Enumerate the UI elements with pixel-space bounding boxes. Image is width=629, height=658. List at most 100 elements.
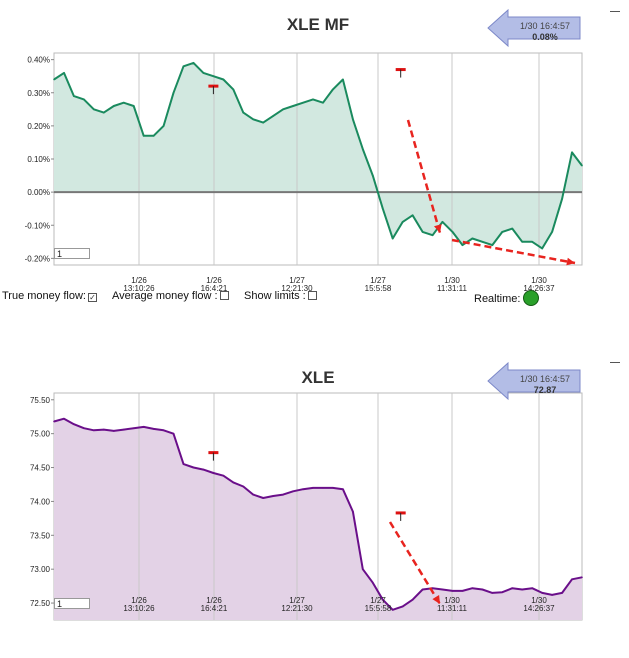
data-point (122, 428, 125, 431)
data-point (312, 487, 314, 489)
data-point (501, 231, 504, 233)
data-point (391, 609, 394, 611)
data-point (352, 118, 354, 121)
y-tick-label: 0.30% (27, 89, 50, 98)
data-point (362, 568, 364, 570)
series-area (54, 62, 582, 249)
data-point (192, 466, 195, 469)
minimize-dash-bottom[interactable] (610, 362, 620, 363)
chart-money-flow (51, 8, 583, 266)
y-tick-label: 75.50 (30, 396, 51, 405)
current-value-pointer (487, 8, 581, 48)
x-tick-time: 13:10:26 (123, 284, 155, 293)
data-point (172, 432, 175, 435)
y-tick-label: 0.00% (27, 188, 50, 197)
trend-annotation-arrow (406, 119, 442, 234)
data-point (282, 493, 284, 496)
x-tick-date: 1/26 (131, 596, 147, 605)
data-point (551, 231, 553, 233)
data-point (292, 490, 294, 493)
data-point (212, 472, 215, 474)
y-tick-label: -0.10% (25, 221, 50, 230)
realtime-status-indicator[interactable] (523, 290, 540, 306)
data-point (431, 587, 434, 589)
data-point (222, 474, 225, 477)
average-money-flow-checkbox[interactable] (219, 291, 229, 300)
data-point (461, 590, 464, 592)
x-tick-time: 14:26:37 (523, 284, 555, 293)
show-limits-checkbox[interactable] (307, 291, 317, 300)
data-point (132, 427, 135, 430)
trend-annotation-arrow (388, 521, 442, 605)
show-limits-control: Show limits : (244, 290, 317, 302)
x-tick-date: 1/27 (370, 276, 386, 285)
true-money-flow-label: True money flow: (2, 290, 86, 302)
data-point (63, 417, 65, 420)
x-tick-date: 1/30 (444, 596, 460, 605)
data-point (342, 488, 344, 491)
data-point (531, 241, 533, 243)
data-point (581, 576, 583, 579)
x-tick-date: 1/27 (370, 596, 386, 605)
data-point (451, 590, 454, 592)
data-point (451, 231, 454, 233)
x-tick-time: 15:5:58 (365, 604, 392, 613)
x-tick-time: 12:21:30 (281, 284, 313, 293)
zoom-input-price[interactable]: 1 (54, 598, 90, 609)
zoom-input-mf[interactable]: 1 (54, 248, 90, 259)
x-tick-date: 1/26 (206, 596, 222, 605)
data-point (73, 423, 75, 425)
x-tick-date: 1/30 (444, 276, 460, 285)
minimize-dash-top[interactable] (610, 11, 620, 12)
data-point (541, 247, 543, 250)
x-tick-time: 11:31:11 (437, 284, 468, 293)
data-point (192, 62, 195, 64)
x-tick-date: 1/27 (289, 596, 305, 605)
data-point (571, 578, 573, 581)
trend-annotation-arrowhead (434, 224, 442, 233)
data-point (132, 105, 135, 107)
pointer-date: 1/30 16:4:57 (520, 21, 570, 31)
data-point (491, 244, 494, 246)
data-point (202, 468, 205, 471)
data-point (401, 605, 404, 608)
data-point (152, 428, 155, 430)
data-point (332, 487, 334, 489)
data-point (232, 88, 235, 91)
data-point (511, 587, 514, 589)
true-money-flow-checkbox[interactable]: ✓ (87, 293, 97, 302)
realtime-control: Realtime: (474, 290, 540, 306)
chart-title: XLE MF (287, 15, 349, 34)
x-tick-date: 1/26 (206, 276, 222, 285)
data-point (152, 135, 155, 137)
data-point (431, 234, 434, 236)
data-point (302, 101, 304, 104)
data-point (142, 426, 145, 428)
x-tick-time: 13:10:26 (123, 604, 155, 613)
x-tick-date: 1/30 (531, 596, 547, 605)
y-tick-label: 74.00 (30, 497, 51, 506)
data-point (162, 429, 165, 432)
data-point (381, 207, 384, 210)
data-point (521, 241, 524, 243)
x-tick-time: 16:4:21 (201, 284, 228, 293)
data-point (371, 581, 374, 584)
trend-annotation-arrowhead (566, 257, 575, 266)
data-point (182, 463, 185, 465)
x-tick-date: 1/26 (131, 276, 147, 285)
y-tick-label: 74.50 (30, 464, 51, 473)
data-point (112, 105, 115, 107)
data-point (53, 420, 55, 423)
data-point (83, 98, 85, 101)
average-money-flow-control: Average money flow : (112, 290, 229, 302)
chart-controls: True money flow: ✓ Average money flow : S… (2, 290, 629, 306)
data-point (551, 594, 553, 596)
data-point (103, 428, 105, 431)
data-point (103, 111, 105, 114)
data-point (411, 598, 414, 601)
data-point (571, 151, 573, 154)
data-point (322, 487, 324, 489)
data-point (481, 588, 484, 591)
data-point (481, 241, 484, 243)
pointer-value: 72.87 (534, 385, 557, 395)
